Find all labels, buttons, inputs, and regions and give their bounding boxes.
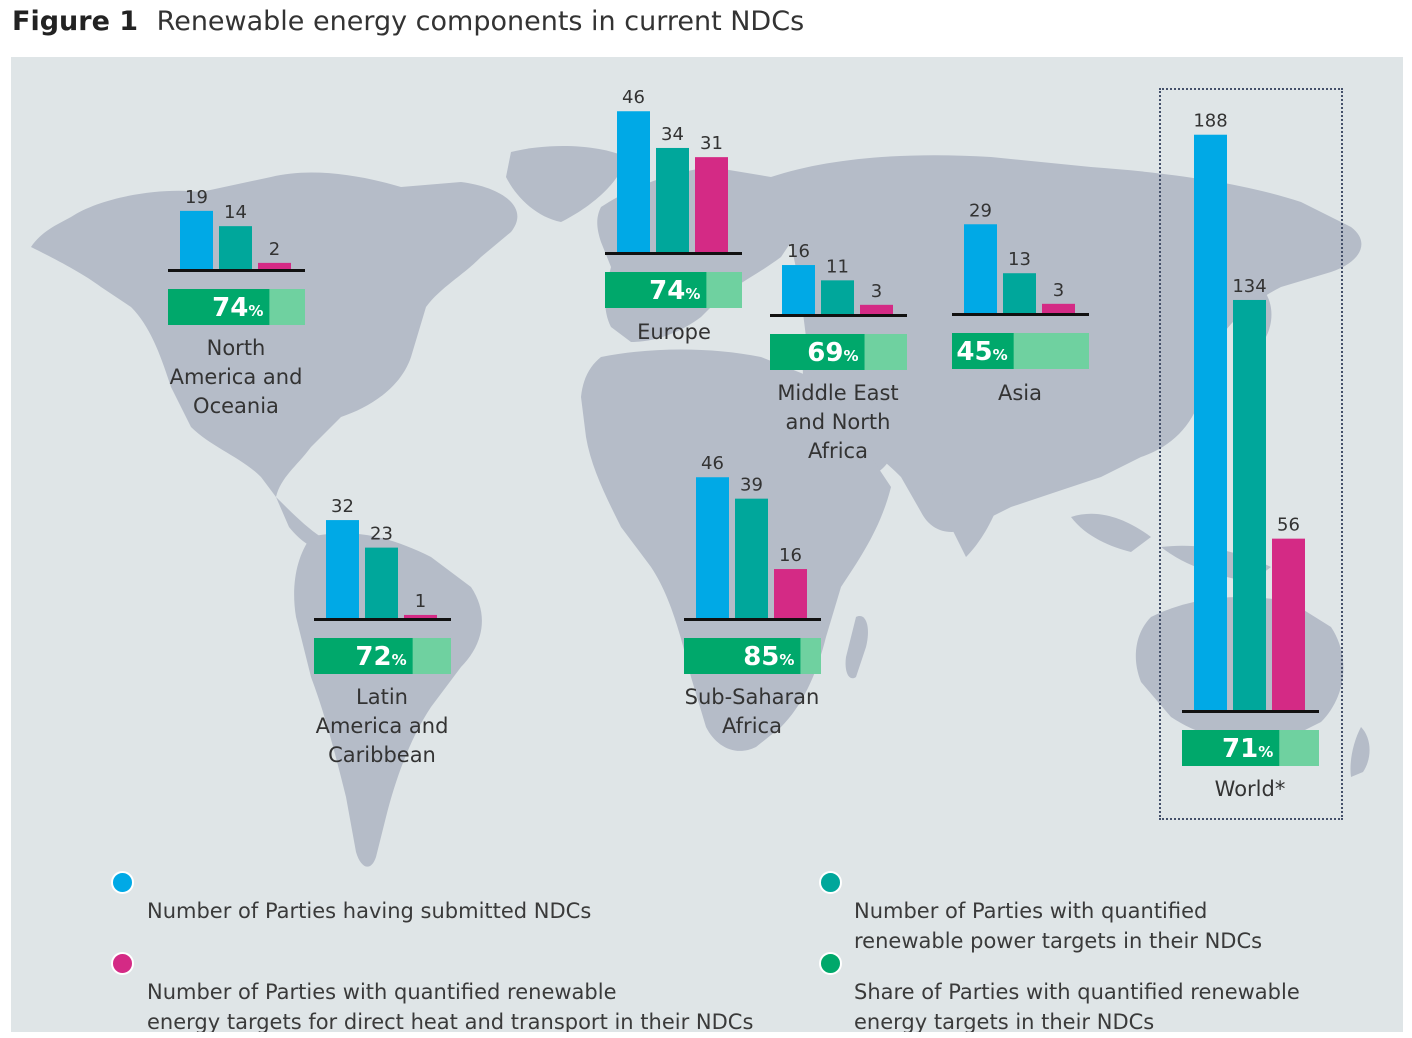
- bar-renewable-power: [821, 280, 854, 314]
- bar-heat-transport: [258, 262, 291, 269]
- region-chart-asia: 29 13 3 45%: [952, 200, 1089, 369]
- figure-label: Figure 1: [12, 6, 139, 37]
- legend-label-submitted: Number of Parties having submitted NDCs: [147, 899, 592, 923]
- share-bar-fill: [314, 638, 413, 674]
- legend-label-share: Share of Parties with quantified renewab…: [854, 980, 1300, 1032]
- bar-value-label: 16: [779, 545, 802, 566]
- bar-renewable-power: [219, 226, 252, 269]
- region-chart-north-america: 19 14 2 74%: [168, 187, 305, 325]
- bar-submitted: [617, 111, 650, 252]
- bar-value-label: 29: [969, 200, 992, 221]
- share-value-label: 72%: [355, 642, 406, 672]
- bar-value-label: 3: [1053, 280, 1064, 301]
- bar-value-label: 13: [1008, 249, 1031, 270]
- region-name-world: World*: [1214, 777, 1286, 801]
- bar-baseline: [770, 314, 907, 317]
- legend-item-heat-transport: Number of Parties with quantified renewa…: [147, 947, 753, 1032]
- bar-submitted: [964, 224, 997, 313]
- region-chart-middle-east: 16 11 3 69%: [770, 241, 907, 370]
- bar-value-label: 2: [269, 239, 280, 260]
- bar-renewable-power: [656, 147, 689, 252]
- bar-baseline: [952, 313, 1089, 316]
- figure-title-text: Renewable energy components in current N…: [156, 6, 805, 37]
- bar-baseline: [168, 269, 305, 272]
- bar-value-label: 39: [740, 475, 763, 496]
- region-chart-sub-saharan-africa: 46 39 16 85%: [684, 453, 821, 674]
- bar-submitted: [782, 265, 815, 314]
- share-bar-fill: [605, 272, 707, 308]
- bar-value-label: 134: [1232, 276, 1266, 297]
- region-chart-latin-america: 32 23 1 72%: [314, 496, 451, 674]
- bar-renewable-power: [365, 547, 398, 618]
- bar-heat-transport: [1042, 303, 1075, 313]
- share-value-label: 85%: [743, 642, 794, 672]
- bar-renewable-power: [1233, 299, 1266, 710]
- bar-value-label: 188: [1193, 111, 1227, 132]
- share-value-label: 45%: [956, 337, 1007, 367]
- bar-value-label: 1: [415, 591, 426, 612]
- bar-value-label: 31: [700, 133, 723, 154]
- figure-title: Figure 1 Renewable energy components in …: [12, 6, 804, 37]
- legend-dot-heat-transport: [111, 952, 134, 975]
- share-value-label: 69%: [807, 338, 858, 368]
- chart-panel: 19 14 2 74% 46 34 31 74% 16 11 3 69% 29 13 3 45% 32 23 1 72…: [11, 57, 1403, 1032]
- region-name-middle-east: Middle East and North Africa: [777, 381, 899, 463]
- bar-value-label: 56: [1277, 515, 1300, 536]
- bar-baseline: [605, 252, 742, 255]
- share-value-label: 71%: [1222, 734, 1273, 764]
- bar-heat-transport: [404, 614, 437, 618]
- region-name-sub-saharan-africa: Sub-Saharan Africa: [684, 685, 820, 738]
- legend-label-heat-transport: Number of Parties with quantified renewa…: [147, 980, 754, 1032]
- legend-dot-submitted: [111, 871, 134, 894]
- share-value-label: 74%: [212, 293, 263, 323]
- share-bar-fill: [770, 334, 865, 370]
- bar-heat-transport: [1272, 538, 1305, 710]
- share-bar-fill: [684, 638, 801, 674]
- bar-value-label: 19: [185, 187, 208, 208]
- region-name-latin-america: Latin America and Caribbean: [315, 685, 449, 767]
- legend-item-share: Share of Parties with quantified renewab…: [854, 947, 1300, 1032]
- world-highlight-box: [1159, 88, 1343, 820]
- bar-value-label: 32: [331, 496, 354, 517]
- region-name-europe: Europe: [637, 320, 711, 344]
- bar-baseline: [684, 618, 821, 621]
- bar-charts: 19 14 2 74% 46 34 31 74% 16 11 3 69% 29 13 3 45% 32 23 1 72…: [168, 87, 1319, 766]
- bar-value-label: 23: [370, 524, 393, 545]
- legend-item-submitted: Number of Parties having submitted NDCs: [147, 866, 591, 926]
- legend-item-renewable-power: Number of Parties with quantified renewa…: [854, 866, 1262, 956]
- bar-renewable-power: [1003, 273, 1036, 313]
- legend-dot-share: [819, 952, 842, 975]
- bar-submitted: [180, 210, 213, 269]
- bar-submitted: [696, 477, 729, 618]
- bar-heat-transport: [860, 304, 893, 314]
- share-bar-fill: [168, 289, 270, 325]
- bar-value-label: 14: [224, 202, 247, 223]
- bar-submitted: [326, 520, 359, 618]
- region-name-north-america: North America and Oceania: [169, 336, 303, 418]
- bar-value-label: 16: [787, 241, 810, 262]
- bar-value-label: 11: [826, 256, 849, 277]
- bar-heat-transport: [695, 157, 728, 252]
- region-chart-world: 188 134 56 71%: [1182, 111, 1319, 766]
- bar-value-label: 46: [622, 87, 645, 108]
- share-bar-fill: [1182, 730, 1280, 766]
- legend-dot-renewable-power: [819, 871, 842, 894]
- bar-renewable-power: [735, 498, 768, 618]
- bar-baseline: [1182, 710, 1319, 713]
- bar-value-label: 46: [701, 453, 724, 474]
- bar-value-label: 3: [871, 281, 882, 302]
- legend-label-renewable-power: Number of Parties with quantified renewa…: [854, 899, 1263, 953]
- region-chart-europe: 46 34 31 74%: [605, 87, 742, 308]
- region-name-asia: Asia: [997, 381, 1042, 405]
- bar-value-label: 34: [661, 124, 684, 145]
- share-value-label: 74%: [649, 276, 700, 306]
- bar-submitted: [1194, 134, 1227, 711]
- bar-baseline: [314, 618, 451, 621]
- share-bar-fill: [952, 333, 1014, 369]
- bar-heat-transport: [774, 569, 807, 618]
